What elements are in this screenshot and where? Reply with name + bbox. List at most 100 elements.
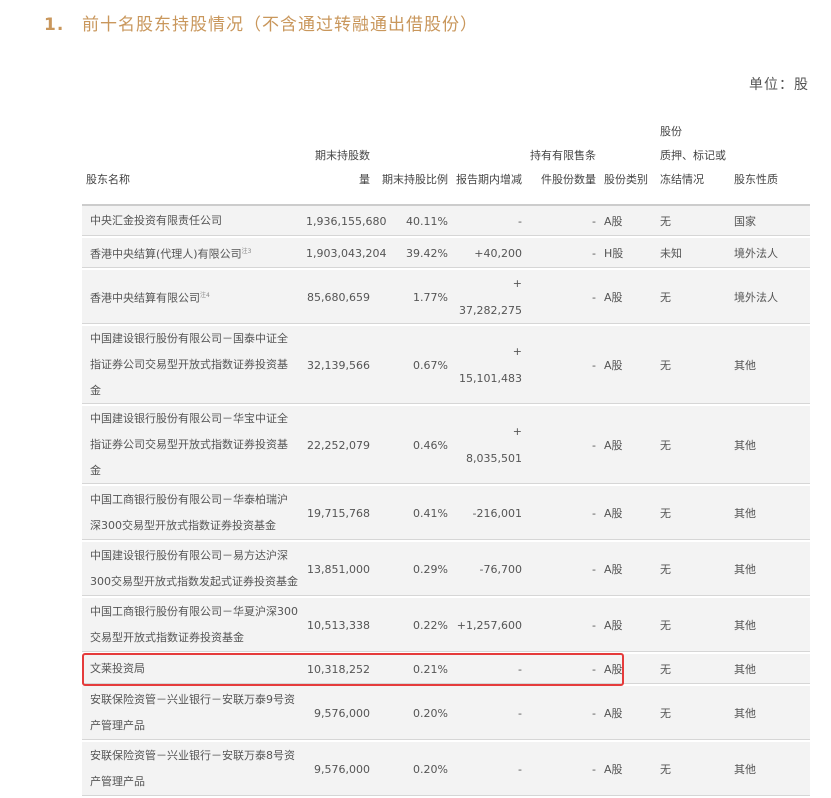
cell-nature: 境外法人	[730, 270, 810, 326]
table-row: 中国工商银行股份有限公司－华泰柏瑞沪深300交易型开放式指数证券投资基金 19,7…	[82, 486, 810, 542]
restricted-text: -	[592, 214, 596, 228]
ratio-text: 0.29%	[413, 562, 448, 576]
cell-pledge: 无	[656, 598, 730, 654]
cell-name: 中国建设银行股份有限公司－华宝中证全指证券公司交易型开放式指数证券投资基金	[82, 406, 302, 486]
header-restricted-line2: 件股份数量	[541, 173, 596, 186]
restricted-text: -	[592, 618, 596, 632]
cell-restricted: -	[526, 598, 600, 654]
cell-ratio: 0.46%	[374, 406, 452, 486]
name-text: 安联保险资管－兴业银行－安联万泰9号资产管理产品	[90, 693, 295, 732]
share-type-text: H股	[604, 246, 624, 260]
nature-text: 境外法人	[734, 246, 778, 260]
restricted-text: -	[592, 438, 596, 452]
change-text: +1,257,600	[456, 618, 522, 632]
cell-restricted: -	[526, 206, 600, 238]
shareholders-table: 股东名称 期末持股数量 期末持股比例 报告期内增减 持有有限售条 件股份数量 股份…	[82, 120, 810, 798]
ratio-text: 0.67%	[413, 358, 448, 372]
name-text: 中国建设银行股份有限公司－华宝中证全指证券公司交易型开放式指数证券投资基金	[90, 412, 288, 477]
cell-shares: 1,936,155,680	[302, 206, 386, 238]
nature-text: 其他	[734, 562, 756, 576]
table-row: 中央汇金投资有限责任公司 1,936,155,680 40.11% - - A股无国家	[82, 206, 810, 238]
cell-nature: 其他	[730, 742, 810, 798]
pledge-text: 无	[660, 706, 671, 720]
table-row: 香港中央结算(代理人)有限公司注3 1,903,043,204 39.42% +40,…	[82, 238, 810, 270]
cell-ratio: 1.77%	[374, 270, 452, 326]
cell-restricted: -	[526, 542, 600, 598]
ratio-text: 0.46%	[413, 438, 448, 452]
nature-text: 其他	[734, 706, 756, 720]
cell-name: 安联保险资管－兴业银行－安联万泰8号资产管理产品	[82, 742, 302, 798]
table-row: 安联保险资管－兴业银行－安联万泰8号资产管理产品 9,576,000 0.20% - -…	[82, 742, 810, 798]
header-ratio: 期末持股比例	[374, 120, 452, 206]
cell-shares: 1,903,043,204	[302, 238, 386, 270]
name-text: 中央汇金投资有限责任公司	[90, 214, 222, 227]
header-pledge-line2: 质押、标记或	[660, 149, 726, 162]
nature-text: 其他	[734, 618, 756, 632]
table-row: 安联保险资管－兴业银行－安联万泰9号资产管理产品 9,576,000 0.20% - -…	[82, 686, 810, 742]
share-type-text: A股	[604, 562, 623, 576]
header-pledge-line1: 股份	[660, 125, 682, 138]
ratio-text: 39.42%	[406, 246, 448, 260]
section-number: 1.	[44, 15, 65, 35]
header-restricted-line1: 持有有限售条	[530, 149, 596, 162]
highlight-box	[82, 653, 624, 686]
share-type-text: A股	[604, 706, 623, 720]
restricted-text: -	[592, 562, 596, 576]
restricted-text: -	[592, 246, 596, 260]
pledge-text: 未知	[660, 246, 682, 260]
change-text: -	[518, 706, 522, 720]
ratio-text: 0.20%	[413, 762, 448, 776]
shares-text: 1,903,043,204	[306, 246, 387, 260]
header-pledge-line3: 冻结情况	[660, 173, 704, 186]
cell-restricted: -	[526, 326, 600, 406]
cell-share-type: A股	[600, 742, 656, 798]
shares-text: 9,576,000	[314, 706, 370, 720]
cell-change: +1,257,600	[452, 598, 526, 654]
cell-share-type: A股	[600, 326, 656, 406]
restricted-text: -	[592, 506, 596, 520]
ratio-text: 0.20%	[413, 706, 448, 720]
cell-shares: 19,715,768	[302, 486, 374, 542]
nature-text: 其他	[734, 438, 756, 452]
table-row: 中国建设银行股份有限公司－易方达沪深300交易型开放式指数发起式证券投资基金 13…	[82, 542, 810, 598]
share-type-text: A股	[604, 762, 623, 776]
cell-restricted: -	[526, 486, 600, 542]
share-type-text: A股	[604, 662, 623, 676]
cell-pledge: 无	[656, 686, 730, 742]
restricted-text: -	[592, 290, 596, 304]
cell-ratio: 40.11%	[374, 206, 452, 238]
shares-text: 10,318,252	[307, 662, 370, 676]
cell-ratio: 39.42%	[374, 238, 452, 270]
shares-text: 13,851,000	[307, 562, 370, 576]
cell-shares: 9,576,000	[302, 742, 374, 798]
section-title-text: 前十名股东持股情况（不含通过转融通出借股份）	[82, 15, 478, 35]
change-text: +40,200	[474, 246, 522, 260]
header-shares: 期末持股数量	[302, 120, 374, 206]
change-text: -	[518, 762, 522, 776]
cell-name: 中国工商银行股份有限公司－华泰柏瑞沪深300交易型开放式指数证券投资基金	[82, 486, 302, 542]
pledge-text: 无	[660, 562, 671, 576]
nature-text: 其他	[734, 506, 756, 520]
shares-text: 19,715,768	[307, 506, 370, 520]
cell-nature: 其他	[730, 654, 810, 686]
cell-nature: 其他	[730, 542, 810, 598]
header-share-type: 股份类别	[600, 120, 656, 206]
table-row: 文莱投资局 10,318,252 0.21% - - A股无其他	[82, 654, 810, 686]
cell-ratio: 0.20%	[374, 686, 452, 742]
name-text: 中国工商银行股份有限公司－华夏沪深300交易型开放式指数证券投资基金	[90, 605, 298, 644]
section-title: 1. 前十名股东持股情况（不含通过转融通出借股份）	[44, 10, 478, 35]
cell-share-type: A股	[600, 206, 656, 238]
cell-change: + 8,035,501	[452, 406, 526, 486]
change-text: + 37,282,275	[459, 277, 522, 317]
cell-change: -	[452, 686, 526, 742]
cell-restricted: -	[526, 654, 600, 686]
cell-shares: 10,513,338	[302, 598, 374, 654]
cell-pledge: 无	[656, 406, 730, 486]
cell-change: + 15,101,483	[452, 326, 526, 406]
ratio-text: 0.41%	[413, 506, 448, 520]
cell-share-type: A股	[600, 270, 656, 326]
ratio-text: 0.22%	[413, 618, 448, 632]
cell-share-type: A股	[600, 686, 656, 742]
cell-change: -76,700	[452, 542, 526, 598]
pledge-text: 无	[660, 290, 671, 304]
